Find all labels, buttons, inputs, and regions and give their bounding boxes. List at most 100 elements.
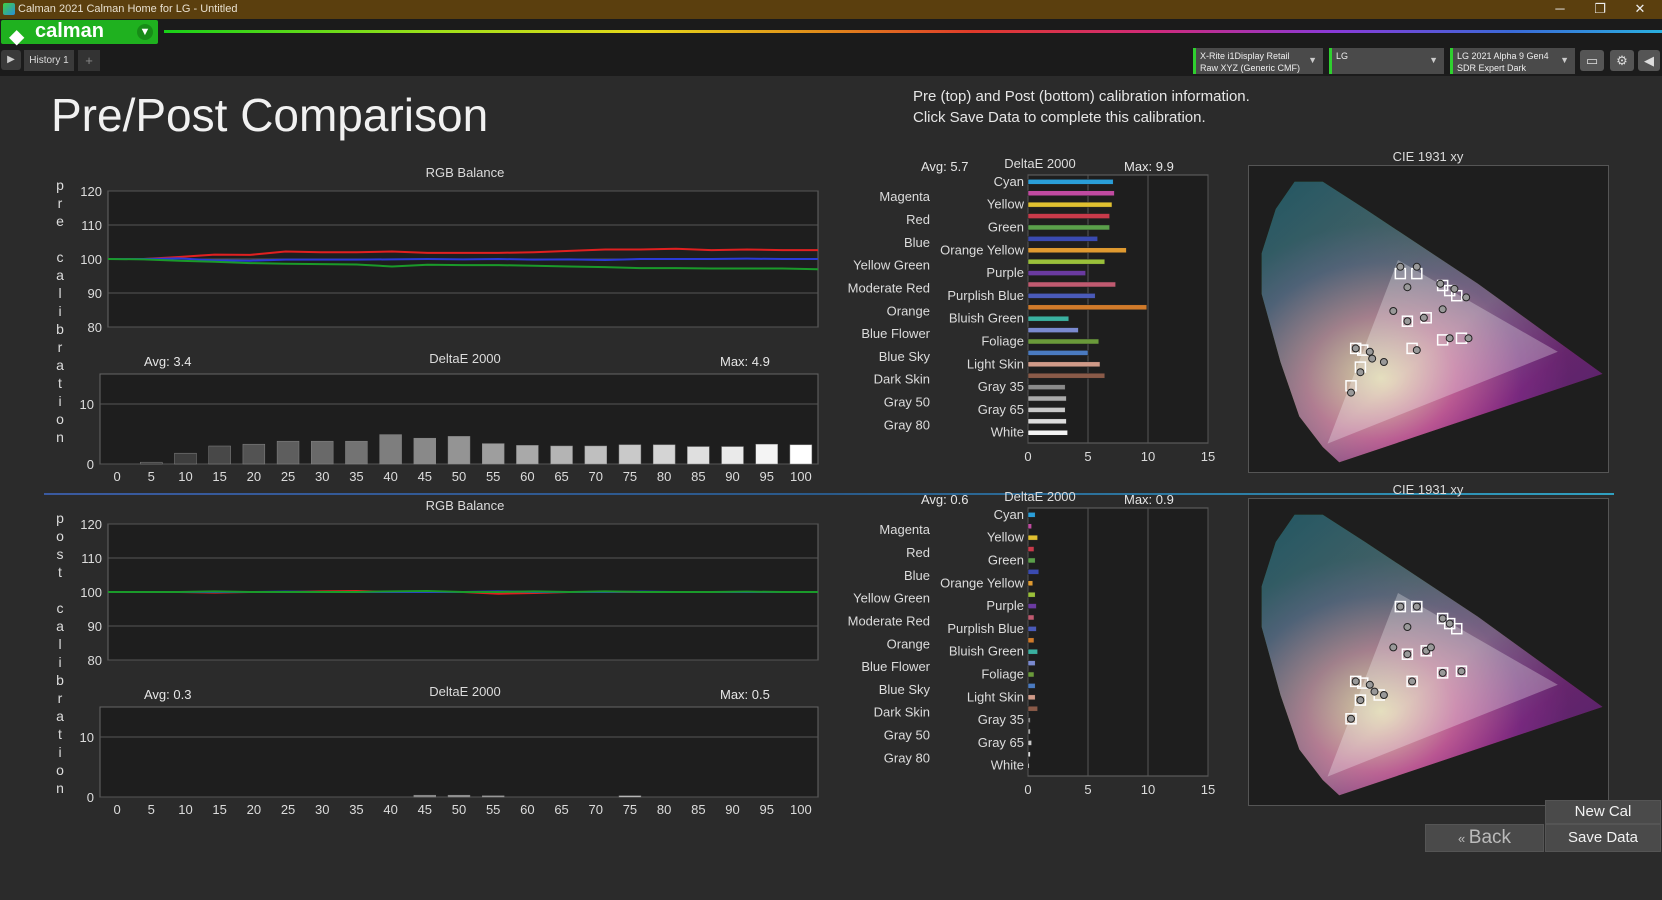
post-deltae-title: DeltaE 2000: [429, 684, 501, 699]
bar: [174, 452, 197, 465]
measured-point: [1445, 334, 1454, 343]
x-tick-label: 65: [554, 802, 568, 817]
x-tick-label: 35: [349, 802, 363, 817]
chevron-down-icon[interactable]: ▼: [137, 24, 153, 40]
category-label: Dark Skin: [874, 372, 930, 387]
source-selector[interactable]: LG ▼: [1329, 48, 1444, 74]
minimize-icon[interactable]: ─: [1555, 1, 1565, 16]
y-tick-label: 80: [88, 320, 102, 335]
x-tick-label: 45: [418, 469, 432, 484]
spectral-locus-overlay: [1261, 181, 1603, 463]
bar: [481, 443, 505, 465]
target-square: [1455, 665, 1468, 677]
category-label: Dark Skin: [874, 705, 930, 720]
display-name: LG 2021 Alpha 9 Gen4: [1457, 51, 1549, 61]
tab-history-1[interactable]: History 1: [24, 50, 74, 71]
bar: [413, 794, 437, 798]
restore-icon[interactable]: ❐: [1594, 1, 1606, 16]
x-tick-label: 50: [452, 469, 466, 484]
pre-side-label-char: n: [56, 429, 64, 445]
measured-point: [1426, 643, 1435, 652]
bar: [1027, 213, 1110, 219]
pre-rgb-balance-chart: 80 90 100 110 120: [80, 184, 819, 335]
category-label: Yellow: [987, 197, 1025, 212]
plot-area: [99, 706, 819, 798]
category-label: Foliage: [981, 334, 1024, 349]
pre-colorchecker-deltae-chart: 0 5 10 15 Cyan Magenta Yellow Red Green Blue Orang…: [848, 174, 1216, 464]
x-tick-label: 10: [1141, 449, 1155, 464]
x-tick-label: 10: [178, 469, 192, 484]
x-tick-label: 35: [349, 469, 363, 484]
x-tick-label: 90: [725, 469, 739, 484]
collapse-icon[interactable]: ◀: [1638, 50, 1660, 71]
settings-icon[interactable]: ⚙: [1610, 50, 1634, 71]
ddc-icon[interactable]: ▭: [1580, 50, 1604, 71]
meter-selector[interactable]: X-Rite i1Display Retail Raw XYZ (Generic…: [1193, 48, 1323, 74]
pre-deltae-title: DeltaE 2000: [429, 351, 501, 366]
x-tick-label: 5: [148, 469, 155, 484]
bar: [242, 443, 266, 465]
chevron-down-icon: ▼: [1308, 55, 1317, 65]
category-label: Purplish Blue: [947, 288, 1024, 303]
pre-side-label-char: a: [56, 357, 64, 373]
gamut-triangle: [1327, 593, 1558, 777]
window-title: Calman 2021 Calman Home for LG - Untitle…: [18, 3, 238, 15]
bar: [1027, 717, 1031, 723]
y-tick-label: 10: [80, 397, 94, 412]
bar: [1027, 648, 1038, 655]
post-rgb-balance-chart: 80 90 100 110 120: [80, 517, 819, 668]
bar: [1027, 179, 1114, 185]
bar: [1027, 429, 1068, 436]
y-tick-label: 110: [81, 218, 102, 233]
gamut-triangle: [1327, 260, 1558, 444]
post-side-label-char: o: [56, 762, 64, 778]
pre-side-label-char: e: [56, 213, 64, 229]
bar: [1027, 361, 1101, 368]
x-tick-label: 100: [790, 469, 812, 484]
display-selector[interactable]: LG 2021 Alpha 9 Gen4 SDR Expert Dark ▼: [1450, 48, 1575, 74]
bar: [379, 434, 402, 465]
post-side-label-char: a: [56, 618, 64, 634]
back-button[interactable]: « Back: [1425, 824, 1544, 852]
series-line: [107, 258, 819, 271]
plot-area: [1027, 507, 1209, 777]
expand-arrow-icon[interactable]: ▶: [1, 50, 21, 70]
bar: [1027, 304, 1148, 311]
x-tick-label: 45: [418, 802, 432, 817]
bar: [1027, 762, 1030, 769]
measured-point: [1396, 602, 1405, 611]
category-label: Green: [988, 552, 1024, 567]
bar: [1027, 580, 1034, 587]
display-mode: SDR Expert Dark: [1457, 63, 1527, 73]
bar: [1027, 614, 1035, 621]
x-tick-label: 15: [1201, 782, 1215, 797]
close-icon[interactable]: ✕: [1634, 1, 1646, 16]
measured-point: [1365, 347, 1374, 356]
measured-point: [1389, 307, 1398, 315]
post-deltae-avg: Avg: 0.3: [144, 687, 192, 702]
bar: [618, 795, 642, 798]
x-tick-label: 25: [281, 469, 295, 484]
bar: [1027, 603, 1037, 609]
x-tick-label: 30: [315, 802, 329, 817]
category-label: Blue Sky: [879, 349, 931, 364]
calman-logo-menu[interactable]: ◆ calman ▼: [1, 20, 158, 48]
measured-point: [1379, 358, 1388, 366]
series-line: [108, 589, 818, 594]
target-square: [1394, 600, 1407, 613]
x-tick-label: 70: [589, 802, 603, 817]
target-square: [1401, 648, 1414, 660]
source-name: LG: [1336, 51, 1349, 61]
category-label: Gray 80: [884, 417, 930, 432]
new-cal-button[interactable]: New Cal: [1545, 800, 1661, 824]
save-data-button[interactable]: Save Data: [1545, 824, 1661, 852]
measured-point: [1436, 279, 1445, 288]
bar: [1027, 327, 1079, 333]
category-label: Purple: [986, 598, 1024, 613]
measured-point: [1356, 368, 1365, 377]
bar: [311, 440, 334, 465]
add-tab-icon[interactable]: +: [78, 50, 100, 71]
post-side-label-char: t: [58, 726, 62, 742]
